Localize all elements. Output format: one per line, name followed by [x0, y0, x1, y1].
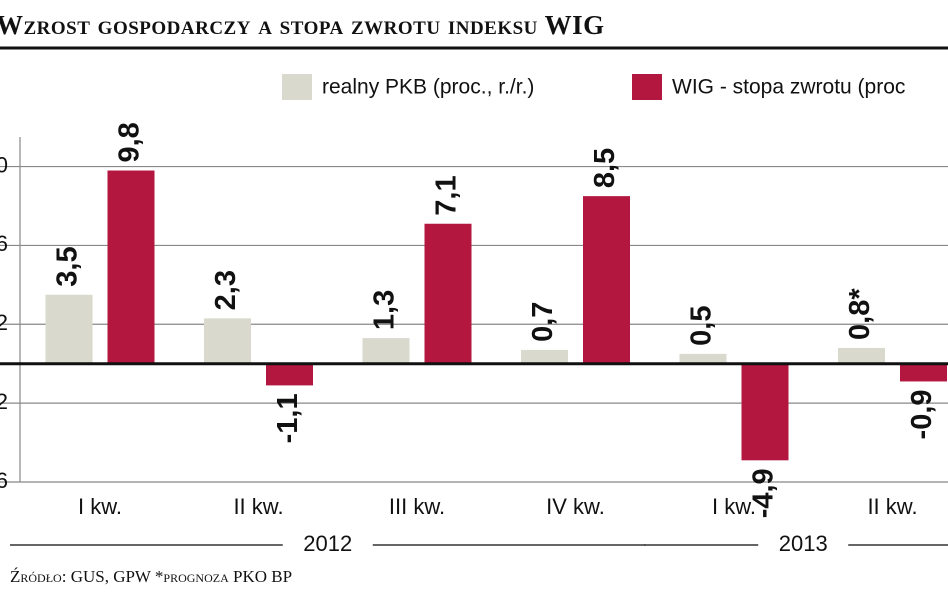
value-label: -0,9	[906, 389, 938, 439]
year-label: 2013	[779, 531, 828, 556]
bar	[204, 318, 251, 364]
bar	[679, 353, 727, 364]
x-tick-label: III kw.	[389, 494, 445, 519]
source: Źródło: GUS, GPW *prognoza PKO BP	[10, 567, 292, 586]
x-tick-label: II kw.	[233, 494, 283, 519]
legend-swatch	[282, 74, 312, 100]
bar	[900, 363, 947, 382]
x-tick-label: I kw.	[712, 494, 756, 519]
value-label: 1,3	[369, 290, 401, 330]
x-tick-label: II kw.	[867, 494, 917, 519]
bar	[521, 349, 568, 364]
year-label: 2012	[303, 531, 352, 556]
value-label: 7,1	[431, 175, 463, 215]
x-tick-label: I kw.	[78, 494, 122, 519]
y-tick-label: 6	[0, 231, 8, 256]
value-label: 2,3	[210, 270, 242, 310]
y-tick-label: 10	[0, 152, 8, 177]
value-label: -1,1	[272, 393, 304, 443]
bar	[838, 347, 885, 364]
y-tick-label: -6	[0, 468, 8, 493]
y-tick-label: 2	[0, 310, 8, 335]
bar	[362, 338, 410, 364]
legend-label: realny PKB (proc., r./r.)	[322, 76, 534, 99]
value-label: 8,5	[589, 148, 621, 188]
chart-title: Wzrost gospodarczy a stopa zwrotu indeks…	[0, 10, 605, 40]
value-label: 0,7	[527, 302, 559, 342]
bar	[45, 294, 93, 364]
value-label: -4,9	[748, 468, 780, 518]
bar	[424, 223, 472, 364]
value-label: 0,5	[686, 306, 718, 346]
bar	[741, 363, 789, 461]
legend-label: WIG - stopa zwrotu (proc	[672, 76, 905, 99]
bar	[266, 363, 313, 386]
y-tick-label: -2	[0, 389, 8, 414]
value-label: 3,5	[52, 246, 84, 286]
x-tick-label: IV kw.	[546, 494, 605, 519]
value-label: 0,8*	[844, 288, 876, 340]
legend-swatch	[632, 74, 662, 100]
value-label: 9,8	[114, 122, 146, 162]
bar	[583, 196, 630, 364]
bar	[107, 170, 155, 364]
